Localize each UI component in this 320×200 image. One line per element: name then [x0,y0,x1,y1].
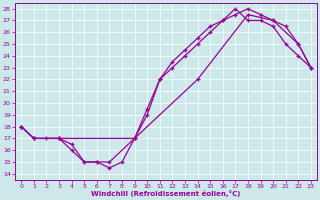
X-axis label: Windchill (Refroidissement éolien,°C): Windchill (Refroidissement éolien,°C) [92,190,241,197]
